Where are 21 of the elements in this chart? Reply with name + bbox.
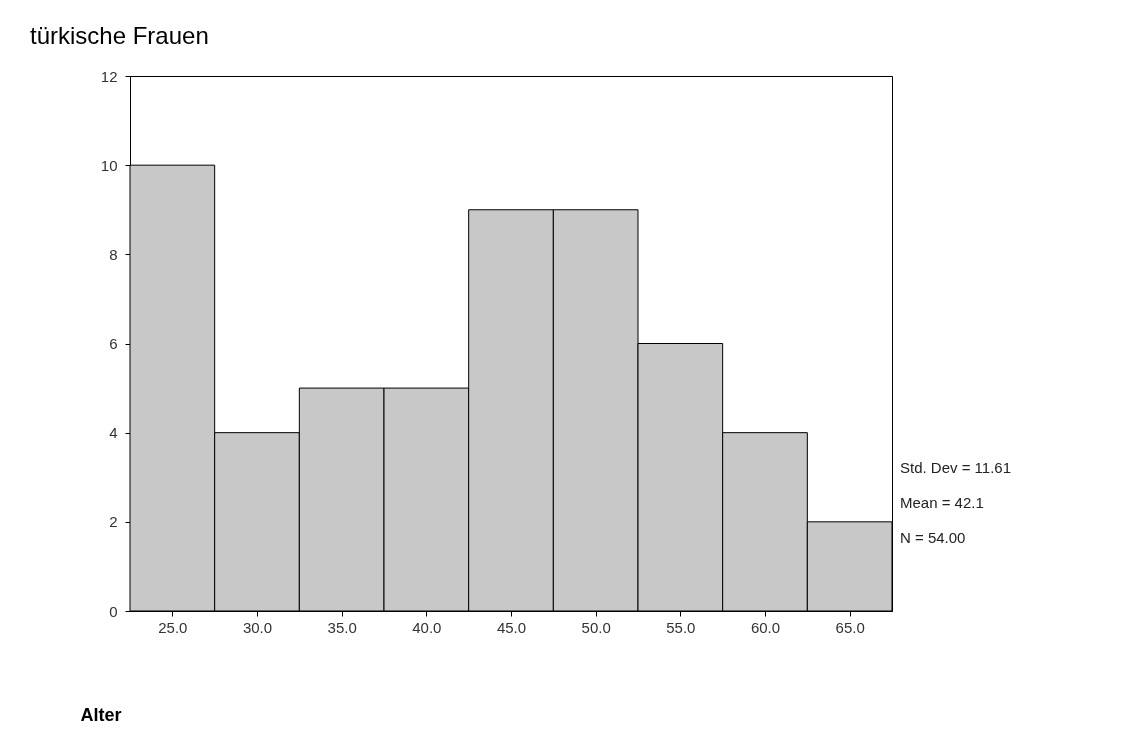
- chart-title: türkische Frauen: [30, 22, 209, 49]
- x-tick-label: 30.0: [242, 618, 273, 636]
- text: Std. Dev = 11.61: [900, 459, 1012, 476]
- x-tick-label: 25.0: [158, 618, 188, 636]
- x-tick-label: 55.0: [666, 618, 696, 636]
- text: Mean = 42.1: [900, 494, 984, 511]
- y-tick-label: 4: [109, 424, 118, 442]
- y-tick-label: 2: [109, 513, 118, 531]
- text: N = 54.00: [900, 529, 966, 546]
- y-tick-label: 6: [109, 335, 118, 352]
- y-tick-label: 0: [109, 602, 118, 620]
- y-tick-label: 8: [109, 245, 118, 263]
- x-tick-label: 60.0: [750, 618, 781, 636]
- y-tick-label: 12: [100, 67, 118, 85]
- x-tick-label: 65.0: [835, 618, 865, 636]
- x-tick-label: 50.0: [581, 618, 611, 636]
- x-tick-label: 45.0: [496, 618, 527, 636]
- x-axis-title: Alter: [80, 704, 122, 725]
- x-tick-label: 35.0: [327, 618, 357, 636]
- y-tick-label: 10: [100, 156, 118, 174]
- x-tick-label: 40.0: [412, 618, 442, 636]
